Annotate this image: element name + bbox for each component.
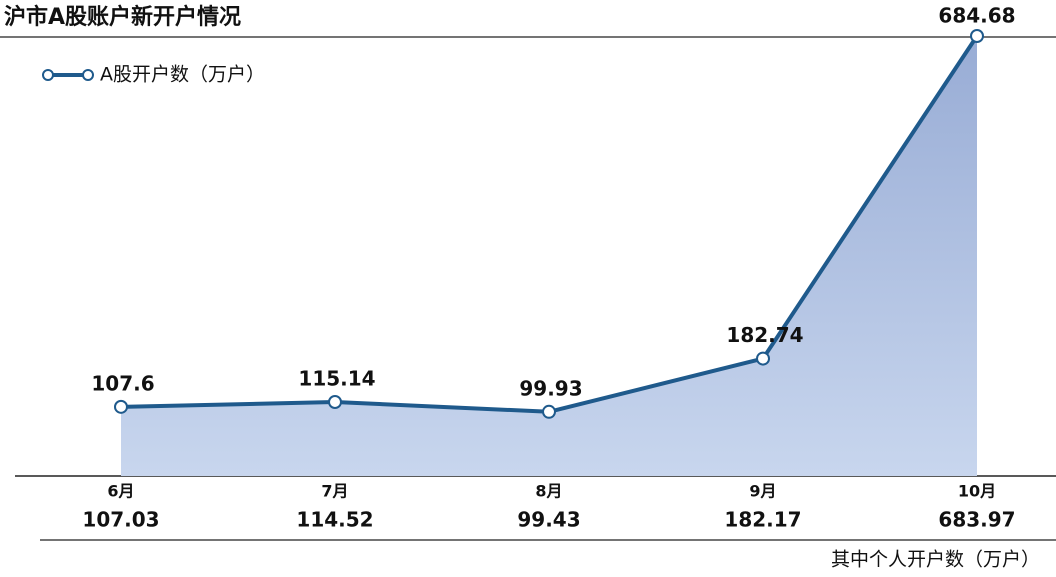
table-value: 683.97 <box>938 508 1015 532</box>
data-label: 115.14 <box>298 367 375 391</box>
data-label: 107.6 <box>91 371 154 395</box>
x-tick-label: 10月 <box>958 482 996 501</box>
area <box>121 36 977 476</box>
table-value: 99.43 <box>517 508 580 532</box>
point <box>542 404 556 419</box>
legend: A股开户数（万户） <box>42 64 265 86</box>
data-label: 684.68 <box>938 4 1015 28</box>
point <box>114 399 128 414</box>
data-label: 99.93 <box>519 376 582 400</box>
x-tick-label: 9月 <box>749 482 776 501</box>
point <box>970 29 984 43</box>
point <box>328 395 342 410</box>
legend-label: A股开户数（万户） <box>100 64 265 86</box>
legend-marker <box>42 69 54 81</box>
x-tick-label: 7月 <box>321 482 348 501</box>
chart-title: 沪市A股账户新开户情况 <box>4 4 241 30</box>
legend-marker <box>82 69 94 81</box>
data-label: 182.74 <box>726 323 803 347</box>
table-value: 107.03 <box>82 508 159 532</box>
point <box>756 351 770 366</box>
x-tick-label: 6月 <box>107 482 134 501</box>
x-tick-label: 8月 <box>535 482 562 501</box>
table-value: 114.52 <box>296 508 373 532</box>
table-note: 其中个人开户数（万户） <box>831 549 1040 571</box>
table-value: 182.17 <box>724 508 801 532</box>
